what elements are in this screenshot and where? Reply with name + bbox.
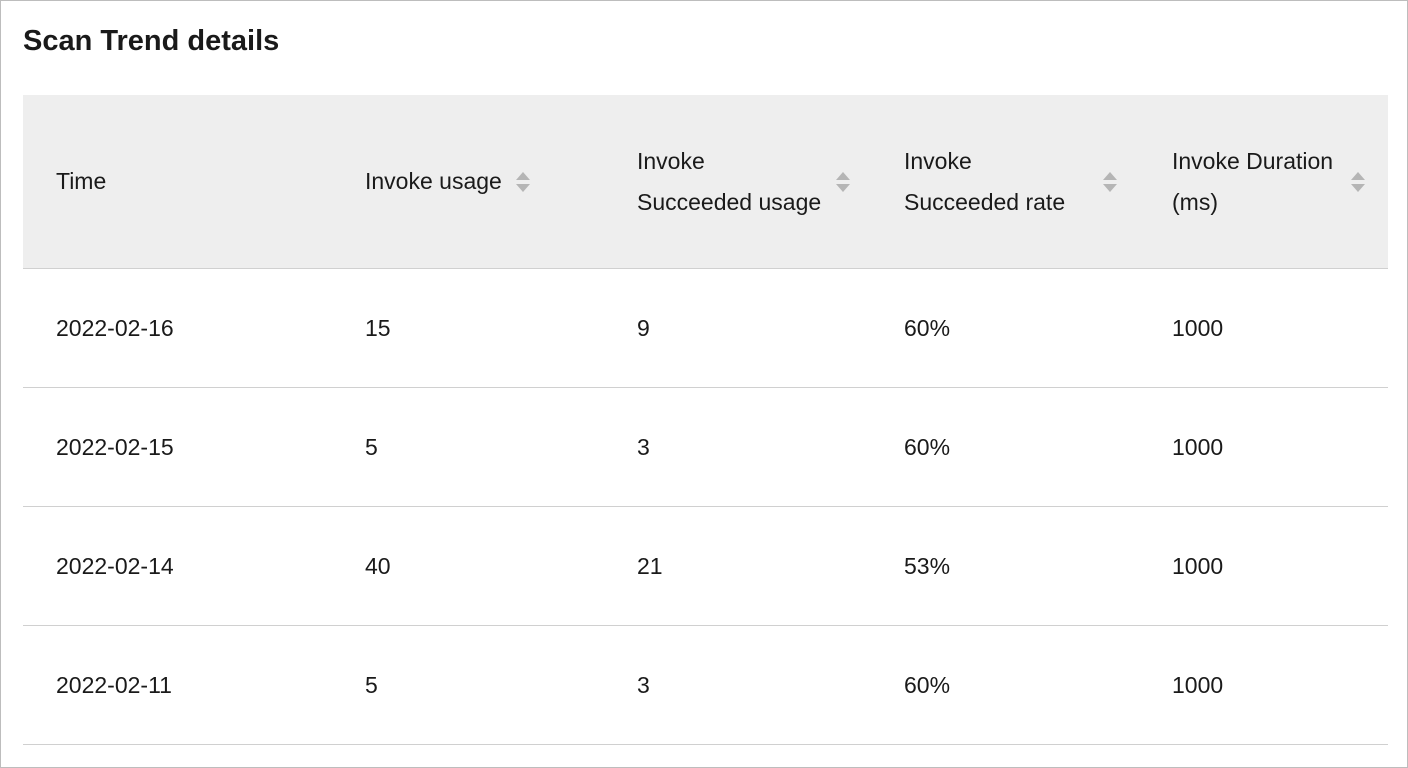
panel-title: Scan Trend details	[23, 25, 280, 57]
table-row: 2022-02-11 5 3 60% 1000	[23, 625, 1388, 745]
table-cell: 21	[604, 506, 871, 626]
column-header: Invoke usage	[332, 95, 604, 269]
sort-icon[interactable]	[514, 169, 532, 195]
header-wrap: Invoke Succeeded rate	[904, 141, 1139, 223]
sort-down	[515, 183, 530, 192]
table-row: 2022-02-14 40 21 53% 1000	[23, 506, 1388, 626]
column-header: Invoke Succeeded rate	[871, 95, 1139, 269]
sort-up	[1103, 171, 1117, 180]
table-cell: 9	[604, 268, 871, 388]
table-cell: 3	[604, 387, 871, 507]
header-label: Invoke usage	[365, 168, 502, 194]
column-header: Time	[23, 95, 332, 269]
header-wrap: Invoke usage	[365, 161, 604, 202]
sort-down	[1351, 183, 1365, 192]
header-label: Time	[56, 168, 107, 194]
table-cell: 40	[332, 506, 604, 626]
table-cell: 2022-02-14	[23, 506, 332, 626]
table-cell: 2022-02-11	[23, 625, 332, 745]
table-cell: 2022-02-16	[23, 268, 332, 388]
table-head: Time Invoke usage Invoke Succeeded usage In…	[23, 95, 1388, 269]
table-cell: 1000	[1139, 625, 1388, 745]
header-label: Invoke Duration (ms)	[1172, 147, 1334, 215]
table-cell: 2022-02-15	[23, 387, 332, 507]
table-cell: 60%	[871, 268, 1139, 388]
column-header: Invoke Succeeded usage	[604, 95, 871, 269]
table-cell: 1000	[1139, 268, 1388, 388]
table-body: 2022-02-16 15 9 60% 1000 2022-02-15 5 3 60% 1000 2…	[23, 268, 1388, 745]
sort-up	[515, 171, 530, 180]
sort-up	[836, 171, 850, 180]
table-row: 2022-02-15 5 3 60% 1000	[23, 387, 1388, 507]
table-cell: 1000	[1139, 387, 1388, 507]
table-cell: 15	[332, 268, 604, 388]
header-label: Invoke Succeeded rate	[904, 147, 1066, 215]
table-cell: 3	[604, 625, 871, 745]
header-label: Invoke Succeeded usage	[637, 147, 822, 215]
sort-icon[interactable]	[834, 169, 852, 195]
table-cell: 5	[332, 625, 604, 745]
column-header: Invoke Duration (ms)	[1139, 95, 1388, 269]
header-wrap: Invoke Succeeded usage	[637, 141, 871, 223]
header-row: Time Invoke usage Invoke Succeeded usage In…	[23, 95, 1388, 269]
sort-down	[836, 183, 850, 192]
table-cell: 5	[332, 387, 604, 507]
sort-icon[interactable]	[1101, 169, 1119, 195]
sort-icon[interactable]	[1349, 169, 1367, 195]
header-wrap: Invoke Duration (ms)	[1172, 141, 1388, 223]
table-cell: 60%	[871, 387, 1139, 507]
sort-down	[1103, 183, 1117, 192]
header-wrap: Time	[56, 161, 332, 202]
table-row: 2022-02-16 15 9 60% 1000	[23, 268, 1388, 388]
data-table: Time Invoke usage Invoke Succeeded usage In…	[23, 95, 1388, 745]
sort-up	[1351, 171, 1365, 180]
table-cell: 53%	[871, 506, 1139, 626]
table-cell: 1000	[1139, 506, 1388, 626]
table-cell: 60%	[871, 625, 1139, 745]
